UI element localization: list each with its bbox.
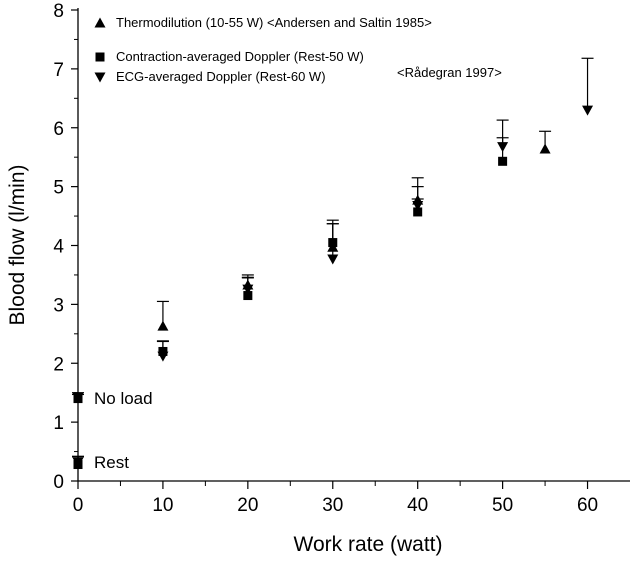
legend-symbol-triangle-down — [94, 72, 106, 83]
legend: Thermodilution (10-55 W) <Andersen and S… — [94, 15, 432, 84]
y-tick-label-5: 5 — [53, 178, 64, 199]
y-axis-title: Blood flow (l/min) — [6, 164, 29, 325]
y-tick-label-8: 8 — [53, 1, 64, 22]
y-tick-label-7: 7 — [53, 60, 64, 81]
point-square-30w — [328, 238, 338, 248]
legend-marker-ecg-doppler — [94, 72, 106, 83]
legend-marker-contraction-doppler — [95, 52, 105, 62]
point-square-50w — [498, 156, 508, 166]
x-tick-label-60: 60 — [577, 495, 598, 516]
y-tick-label-3: 3 — [53, 295, 64, 316]
point-triangle-down-30w — [327, 254, 339, 265]
y-tick-label-4: 4 — [53, 237, 64, 258]
point-triangle-up-10w — [157, 320, 169, 331]
point-square-10w — [158, 346, 168, 356]
x-tick-label-20: 20 — [237, 495, 258, 516]
legend-label-thermodilution: Thermodilution (10-55 W) <Andersen and S… — [116, 15, 432, 30]
ticks: 0 1 2 3 4 5 6 7 8 0 10 20 30 40 50 60 — [53, 1, 598, 516]
x-tick-label-50: 50 — [492, 495, 513, 516]
x-axis-title: Work rate (watt) — [294, 533, 443, 556]
error-bars — [72, 57, 594, 465]
legend-marker-thermodilution — [94, 17, 106, 28]
y-tick-label-0: 0 — [53, 472, 64, 493]
legend-symbol-triangle-up — [94, 17, 106, 28]
annotation-no-load: No load — [94, 389, 153, 408]
point-triangle-down-0w — [72, 392, 84, 403]
y-tick-label-6: 6 — [53, 119, 64, 140]
y-tick-label-1: 1 — [53, 413, 64, 434]
data-markers — [72, 105, 594, 470]
y-tick-label-2: 2 — [53, 354, 64, 375]
point-triangle-down-10w — [157, 351, 169, 362]
point-triangle-down-20w — [242, 284, 254, 295]
annotation-radegran: <Rådegran 1997> — [397, 65, 502, 80]
point-triangle-down-60w — [582, 105, 594, 116]
point-triangle-down-0w — [72, 457, 84, 468]
x-tick-label-30: 30 — [322, 495, 343, 516]
point-triangle-down-40w — [412, 200, 424, 211]
x-tick-label-0: 0 — [73, 495, 84, 516]
x-tick-label-10: 10 — [152, 495, 173, 516]
point-triangle-up-55w — [539, 143, 551, 154]
legend-label-ecg-doppler: ECG-averaged Doppler (Rest-60 W) — [116, 69, 326, 84]
annotation-rest: Rest — [94, 453, 129, 472]
point-square-20w — [243, 291, 253, 301]
legend-label-contraction-doppler: Contraction-averaged Doppler (Rest-50 W) — [116, 49, 364, 64]
point-square-40w — [413, 207, 423, 217]
x-tick-label-40: 40 — [407, 495, 428, 516]
legend-symbol-square — [95, 52, 105, 62]
point-triangle-down-50w — [497, 142, 509, 153]
